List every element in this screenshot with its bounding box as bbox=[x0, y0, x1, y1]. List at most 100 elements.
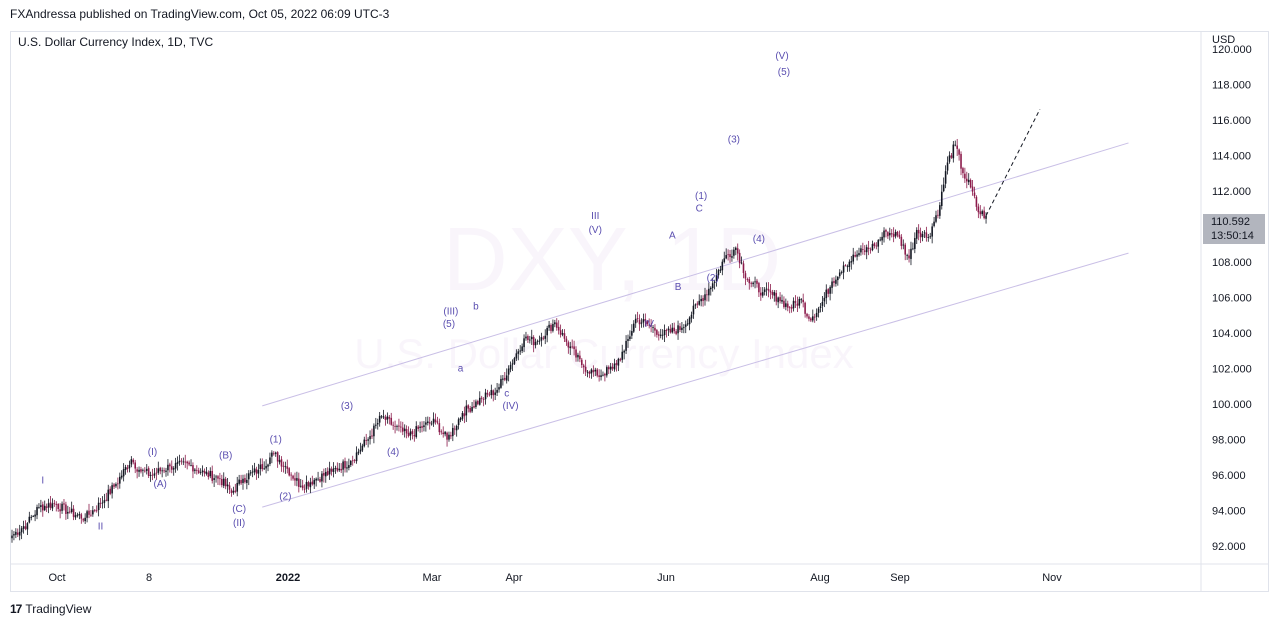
wave-label[interactable]: (V) bbox=[775, 51, 788, 62]
candle bbox=[480, 395, 483, 403]
candle bbox=[49, 495, 52, 511]
candle bbox=[786, 300, 789, 312]
candle bbox=[411, 429, 414, 440]
candle bbox=[251, 465, 254, 478]
wave-label[interactable]: (B) bbox=[219, 451, 232, 462]
wave-label[interactable]: (I) bbox=[148, 447, 157, 458]
wave-label[interactable]: I bbox=[41, 475, 44, 486]
price-channel[interactable] bbox=[262, 142, 1129, 508]
candle bbox=[126, 464, 129, 473]
y-tick-label: 104.000 bbox=[1212, 328, 1252, 340]
wave-label[interactable]: (A) bbox=[154, 479, 167, 490]
wave-label[interactable]: c bbox=[504, 388, 509, 399]
wave-label[interactable]: (II) bbox=[233, 518, 245, 529]
candle bbox=[149, 471, 152, 482]
candle bbox=[201, 465, 204, 477]
wave-label[interactable]: (3) bbox=[341, 401, 353, 412]
wave-label[interactable]: A bbox=[669, 230, 676, 241]
candle bbox=[265, 459, 267, 474]
candle bbox=[827, 288, 829, 298]
candle bbox=[67, 505, 69, 520]
candle bbox=[779, 292, 781, 304]
wave-label[interactable]: (III) bbox=[443, 307, 458, 318]
channel-upper-line[interactable] bbox=[262, 142, 1129, 407]
candle bbox=[477, 399, 479, 406]
candle bbox=[746, 277, 749, 282]
wave-label[interactable]: (5) bbox=[443, 319, 455, 330]
wave-label[interactable]: b bbox=[473, 301, 479, 312]
candle bbox=[844, 264, 847, 267]
candle bbox=[353, 458, 356, 464]
candle bbox=[889, 227, 891, 241]
candle bbox=[742, 260, 745, 279]
candle bbox=[873, 242, 876, 249]
projection-path[interactable] bbox=[985, 108, 1041, 216]
wave-label[interactable]: (4) bbox=[387, 447, 399, 458]
wave-label[interactable]: (C) bbox=[232, 504, 246, 515]
wave-label[interactable]: III bbox=[591, 211, 599, 222]
channel-lower-line[interactable] bbox=[262, 252, 1129, 508]
candle bbox=[109, 486, 111, 496]
candle bbox=[865, 244, 868, 260]
wave-label[interactable]: (4) bbox=[753, 234, 765, 245]
candle bbox=[581, 357, 583, 368]
wave-label[interactable]: (1) bbox=[695, 191, 707, 202]
candle bbox=[440, 429, 443, 435]
candle bbox=[103, 493, 106, 509]
wave-label[interactable]: (3) bbox=[728, 134, 740, 145]
wave-label[interactable]: (5) bbox=[778, 67, 790, 78]
candle bbox=[862, 242, 864, 255]
candle bbox=[663, 324, 666, 343]
candle bbox=[326, 467, 329, 476]
candle bbox=[99, 497, 102, 509]
candle bbox=[244, 474, 246, 484]
candle bbox=[677, 320, 679, 340]
elliott-wave-labels[interactable]: III(I)(A)(B)(C)(II)(1)(2)(3)(4)(III)(5)a… bbox=[41, 51, 790, 533]
wave-label[interactable]: (V) bbox=[589, 225, 602, 236]
candle bbox=[286, 459, 289, 474]
candle bbox=[640, 318, 643, 328]
candle bbox=[236, 476, 239, 497]
wave-label[interactable]: II bbox=[98, 522, 104, 533]
x-tick-label: Aug bbox=[810, 572, 830, 584]
brand-footer[interactable]: 17 TradingView bbox=[10, 602, 91, 616]
candle bbox=[434, 413, 437, 425]
candle bbox=[532, 335, 535, 353]
wave-label[interactable]: (1) bbox=[270, 435, 282, 446]
candle bbox=[548, 320, 550, 331]
wave-label[interactable]: B bbox=[675, 282, 682, 293]
wave-label[interactable]: (IV) bbox=[503, 401, 519, 412]
candle bbox=[600, 369, 602, 381]
candle bbox=[894, 229, 897, 239]
candle bbox=[838, 269, 841, 279]
wave-label[interactable]: IV bbox=[644, 319, 654, 330]
candle bbox=[384, 414, 387, 426]
candle bbox=[729, 250, 731, 263]
wave-label[interactable]: (2) bbox=[279, 491, 291, 502]
candle bbox=[638, 314, 641, 331]
candle bbox=[11, 529, 13, 543]
candle bbox=[428, 416, 431, 430]
wave-label[interactable]: C bbox=[696, 204, 703, 215]
candle bbox=[704, 287, 706, 306]
wave-label[interactable]: a bbox=[458, 364, 464, 375]
candle bbox=[937, 209, 939, 219]
candle bbox=[128, 460, 131, 473]
y-tick-label: 102.000 bbox=[1212, 364, 1252, 376]
candle bbox=[761, 287, 764, 298]
candle bbox=[590, 368, 593, 379]
candle bbox=[840, 270, 843, 275]
candle bbox=[775, 290, 778, 306]
candle bbox=[247, 470, 250, 486]
candle bbox=[213, 474, 215, 487]
candle bbox=[594, 367, 597, 377]
price-axis[interactable]: 120.000118.000116.000114.000112.000110.0… bbox=[1212, 44, 1252, 553]
candle bbox=[944, 165, 947, 189]
wave-label[interactable]: (2) bbox=[707, 273, 719, 284]
wave-projection-line[interactable] bbox=[985, 108, 1041, 216]
candle bbox=[505, 368, 508, 384]
candle bbox=[57, 503, 59, 512]
time-axis[interactable]: Oct 8 2022 Mar Apr Jun Aug Sep Nov bbox=[48, 572, 1062, 584]
candle bbox=[604, 372, 606, 382]
